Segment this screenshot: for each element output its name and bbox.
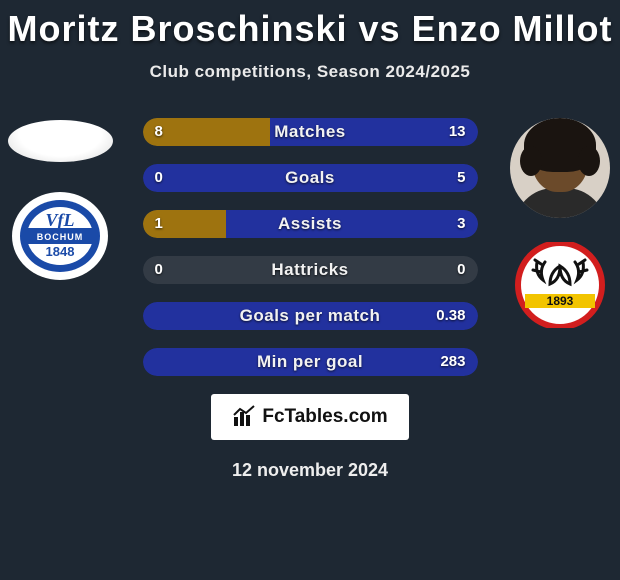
stat-label: Goals per match [143, 302, 478, 330]
date-line: 12 november 2024 [0, 460, 620, 481]
svg-text:BOCHUM: BOCHUM [37, 232, 84, 242]
right-player-column: 1893 [500, 118, 620, 328]
stat-row: 13Assists [143, 210, 478, 238]
right-club-badge: 1893 [511, 242, 609, 328]
stat-label: Min per goal [143, 348, 478, 376]
logo-chart-icon [232, 405, 256, 429]
stat-row: 813Matches [143, 118, 478, 146]
stat-bars: 813Matches 05Goals 13Assists 00Hattricks 0.3… [143, 118, 478, 376]
svg-text:VfL: VfL [46, 210, 75, 230]
stat-row: 0.38Goals per match [143, 302, 478, 330]
svg-text:1848: 1848 [46, 244, 75, 259]
left-player-photo [8, 120, 113, 162]
stat-row: 05Goals [143, 164, 478, 192]
svg-text:1893: 1893 [547, 294, 574, 308]
stat-label: Matches [143, 118, 478, 146]
stat-label: Assists [143, 210, 478, 238]
fctables-logo: FcTables.com [211, 394, 409, 440]
stat-row: 283Min per goal [143, 348, 478, 376]
right-player-photo [510, 118, 610, 218]
page-title: Moritz Broschinski vs Enzo Millot [0, 0, 620, 50]
subtitle: Club competitions, Season 2024/2025 [0, 62, 620, 82]
left-club-badge: VfL BOCHUM 1848 [10, 190, 110, 282]
stat-row: 00Hattricks [143, 256, 478, 284]
comparison-area: VfL BOCHUM 1848 1893 813Matches 05Goals 13… [0, 118, 620, 376]
stat-label: Goals [143, 164, 478, 192]
stat-label: Hattricks [143, 256, 478, 284]
left-player-column: VfL BOCHUM 1848 [0, 118, 120, 282]
logo-text: FcTables.com [262, 406, 387, 428]
